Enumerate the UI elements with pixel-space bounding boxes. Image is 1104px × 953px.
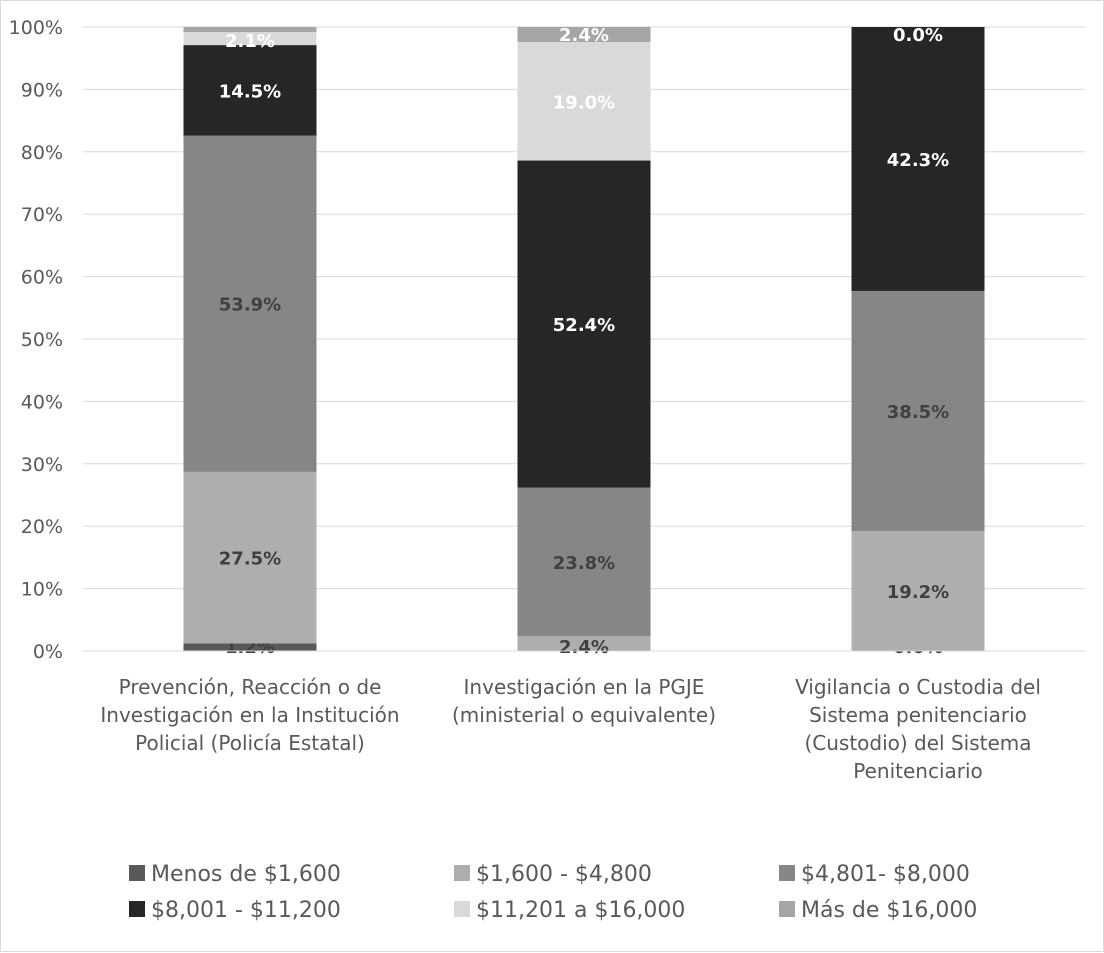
bar-segment: [517, 487, 651, 637]
y-tick-label: 30%: [21, 454, 63, 476]
data-label: 38.5%: [887, 402, 949, 423]
bar-segment: [851, 27, 985, 291]
category-label: Investigación en la PGJE: [464, 675, 705, 699]
data-label: 2.4%: [559, 637, 609, 658]
category-label: Policial (Policía Estatal): [135, 731, 365, 755]
legend-label: $8,001 - $11,200: [151, 898, 341, 923]
legend-swatch: [779, 865, 795, 881]
legend-swatch: [129, 865, 145, 881]
category-label: Sistema penitenciario: [809, 703, 1027, 727]
bar-segment: [851, 290, 985, 532]
data-label: 0.0%: [893, 25, 943, 46]
bar-segment: [183, 471, 317, 644]
y-tick-label: 50%: [21, 329, 63, 351]
bar-segment: [851, 531, 985, 651]
bar-segment: [183, 45, 317, 136]
bar-segment: [183, 31, 317, 46]
legend-swatch: [454, 901, 470, 917]
data-label: 2.1%: [225, 31, 275, 52]
legend-label: $1,600 - $4,800: [476, 862, 652, 887]
bar-segment: [183, 27, 317, 32]
legend-label: $4,801- $8,000: [801, 862, 970, 887]
data-label: 27.5%: [219, 549, 281, 570]
bar-segment: [183, 643, 317, 651]
y-tick-label: 10%: [21, 579, 63, 601]
data-label: 52.4%: [553, 315, 615, 336]
category-label: (Custodio) del Sistema: [804, 731, 1031, 755]
y-tick-label: 80%: [21, 142, 63, 164]
legend-swatch: [129, 901, 145, 917]
data-label: 42.3%: [887, 150, 949, 171]
legend-swatch: [779, 901, 795, 917]
y-tick-label: 60%: [21, 267, 63, 289]
data-label: 53.9%: [219, 295, 281, 316]
bar-segment: [517, 27, 651, 42]
legend-swatch: [454, 865, 470, 881]
data-label: 23.8%: [553, 553, 615, 574]
bar-segment: [517, 160, 651, 488]
y-tick-label: 20%: [21, 516, 63, 538]
y-tick-label: 90%: [21, 79, 63, 101]
legend-label: Menos de $1,600: [151, 862, 341, 887]
data-label: 14.5%: [219, 81, 281, 102]
bar-segment: [517, 41, 651, 161]
legend-label: Más de $16,000: [801, 898, 977, 923]
data-label: 19.2%: [887, 582, 949, 603]
legend-label: $11,201 a $16,000: [476, 898, 685, 923]
y-tick-label: 100%: [9, 17, 63, 39]
category-label: Penitenciario: [853, 759, 983, 783]
data-label: 2.4%: [559, 25, 609, 46]
data-label: 19.0%: [553, 92, 615, 113]
y-tick-label: 40%: [21, 391, 63, 413]
bar-segment: [517, 636, 651, 651]
category-label: Vigilancia o Custodia del: [795, 675, 1041, 699]
y-tick-label: 0%: [33, 641, 63, 663]
category-label: (ministerial o equivalente): [452, 703, 716, 727]
category-label: Investigación en la Institución: [100, 703, 399, 727]
y-tick-label: 70%: [21, 204, 63, 226]
bar-segment: [183, 135, 317, 472]
category-label: Prevención, Reacción o de: [119, 675, 382, 699]
